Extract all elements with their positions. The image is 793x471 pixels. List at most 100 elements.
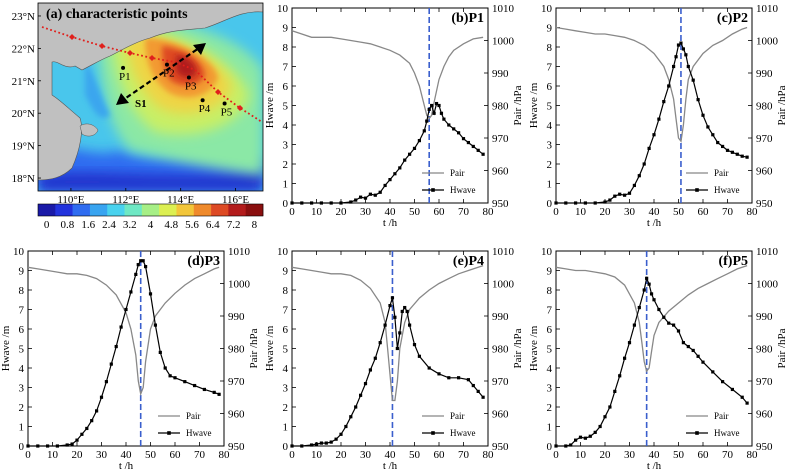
hwave-point (716, 140, 720, 145)
map-point-label: P1 (119, 71, 131, 83)
hwave-point (603, 200, 607, 204)
y-right-tick-label: 990 (492, 311, 509, 323)
hwave-point (618, 374, 622, 378)
hwave-point (564, 444, 568, 448)
x-tick-label: 60 (698, 206, 710, 218)
hwave-point (339, 201, 343, 205)
hwave-point (349, 200, 353, 204)
hwave-point (70, 442, 74, 446)
panel-ep4: 0 10 20 30 40 50 60 70 80 0 1 2 3 4 5 6 7 8 9 10 950 960 970 98… (264, 246, 524, 471)
y-left-tick-label: 0 (19, 441, 25, 453)
hwave-point (608, 405, 612, 409)
hwave-point (662, 100, 666, 104)
y-left-tick-label: 4 (547, 120, 553, 132)
timeseries-panels: 0 10 20 30 40 50 60 70 8001234567891095096097098… (0, 3, 788, 471)
panel-bp1: 0 10 20 30 40 50 60 70 80 0 1 2 3 4 5 6 7 8 9 10 950 960 970 98… (264, 3, 524, 229)
y-left-tick-label: 7 (283, 305, 289, 317)
y-right-tick-label: 960 (756, 166, 773, 178)
x-tick-label: 40 (649, 449, 661, 461)
x-tick-label: 60 (434, 206, 446, 218)
hwave-point (696, 98, 700, 102)
y-left-tick-label: 1 (547, 179, 553, 191)
y-right-axis-label: Pair /hPa (776, 328, 788, 368)
hwave-point (471, 383, 475, 388)
typhoon-track-dots (41, 26, 263, 123)
series-line-pair (27, 266, 220, 397)
hwave-point (740, 154, 744, 158)
hwave-point (310, 443, 314, 447)
hwave-point (696, 354, 700, 358)
y-left-tick-label: 9 (19, 266, 25, 278)
x-tick-label: 70 (722, 449, 734, 461)
hwave-point (398, 331, 402, 335)
lat-label: 21°N (12, 76, 35, 88)
hwave-point (427, 366, 431, 370)
y-left-tick-label: 2 (547, 402, 553, 414)
hwave-point (349, 415, 353, 419)
hwave-point (202, 387, 206, 392)
colorbar-frame (37, 203, 264, 217)
y-right-tick-label: 1010 (756, 3, 779, 15)
hwave-point (686, 344, 690, 349)
hwave-point (388, 178, 392, 182)
hwave-point (290, 201, 294, 205)
hwave-point (564, 201, 568, 205)
hwave-point (457, 131, 461, 135)
colorbar-tick-label: 7.2 (227, 219, 241, 231)
x-tick-label: 20 (600, 206, 612, 218)
y-left-tick-label: 5 (283, 101, 289, 113)
x-tick-label: 40 (121, 449, 133, 461)
hwave-point (588, 434, 592, 438)
y-left-tick-label: 4 (283, 363, 289, 375)
hwave-point (417, 354, 421, 358)
hwave-point (583, 201, 587, 205)
y-left-tick-label: 7 (547, 62, 553, 74)
map-point-p2 (164, 62, 169, 67)
hwave-point (425, 119, 429, 123)
hwave-point (481, 395, 485, 399)
y-left-tick-label: 8 (283, 42, 289, 54)
hwave-point (701, 113, 705, 117)
hwave-point (466, 140, 470, 145)
x-axis-label: t /h (383, 217, 398, 229)
panel-fp5: 0 10 20 30 40 50 60 70 80 0 1 2 3 4 5 6 7 8 9 10 950 960 970 98… (528, 246, 788, 471)
hwave-point (158, 350, 162, 354)
y-right-tick-label: 970 (492, 133, 509, 145)
x-tick-label: 20 (336, 206, 348, 218)
y-left-tick-label: 0 (283, 198, 289, 210)
hwave-point (359, 393, 363, 397)
y-right-tick-label: 960 (492, 409, 509, 421)
colorbar-tick-label: 8 (252, 219, 258, 231)
x-tick-label: 50 (673, 449, 685, 461)
hwave-point (642, 288, 646, 292)
hwave-point (141, 259, 145, 263)
panel-title: (d)P3 (187, 254, 220, 269)
hwave-point (403, 158, 407, 162)
hwave-point (173, 376, 177, 380)
y-left-tick-label: 10 (13, 246, 25, 258)
lat-label: 19°N (12, 141, 35, 153)
hwave-point (104, 380, 108, 384)
colorbar-tick-label: 0.8 (61, 219, 75, 231)
colorbar-swatch (55, 204, 73, 216)
x-tick-label: 10 (575, 206, 587, 218)
series-line-hwave (556, 42, 748, 204)
hwave-point (136, 263, 140, 267)
map-title: (a) characteristic points (46, 7, 188, 22)
hwave-point (85, 426, 89, 431)
hwave-point (129, 290, 133, 294)
hwave-point (363, 196, 368, 200)
x-tick-label: 30 (624, 206, 636, 218)
legend-label-pair: Pair (450, 411, 465, 421)
y-right-tick-label: 990 (756, 311, 773, 323)
hwave-point (339, 432, 343, 436)
hwave-point (598, 424, 602, 429)
x-tick-label: 70 (458, 449, 470, 461)
y-right-tick-label: 1000 (492, 36, 515, 48)
hwave-point (393, 172, 397, 176)
y-left-tick-label: 6 (547, 324, 553, 336)
y-left-axis-label: Hwave /m (0, 325, 12, 371)
y-right-tick-label: 970 (756, 133, 773, 145)
y-left-tick-label: 1 (547, 422, 553, 434)
